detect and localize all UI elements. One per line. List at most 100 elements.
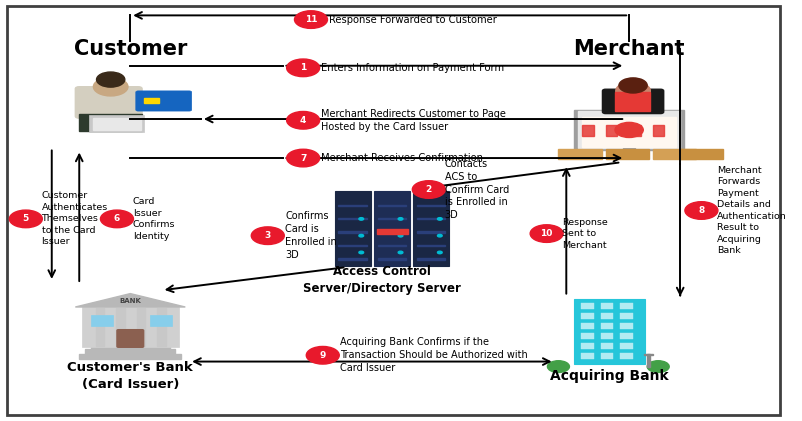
FancyBboxPatch shape (136, 308, 145, 346)
Circle shape (286, 149, 320, 167)
Text: Acquiring Bank: Acquiring Bank (550, 369, 669, 383)
FancyBboxPatch shape (621, 323, 633, 329)
Circle shape (412, 181, 445, 198)
Polygon shape (75, 293, 185, 307)
Text: Contacts
ACS to
Confirm Card
is Enrolled in
3D: Contacts ACS to Confirm Card is Enrolled… (444, 159, 508, 220)
Circle shape (359, 251, 363, 254)
Text: 3: 3 (265, 231, 271, 240)
FancyBboxPatch shape (338, 232, 367, 233)
FancyBboxPatch shape (79, 354, 181, 360)
FancyBboxPatch shape (417, 258, 445, 260)
Text: Merchant
Forwards
Payment
Details and
Authentication
Result to
Acquiring
Bank: Merchant Forwards Payment Details and Au… (717, 166, 787, 255)
FancyBboxPatch shape (338, 218, 367, 219)
FancyBboxPatch shape (623, 147, 635, 156)
FancyBboxPatch shape (601, 333, 614, 339)
Circle shape (437, 218, 442, 220)
FancyBboxPatch shape (574, 110, 684, 149)
FancyBboxPatch shape (79, 114, 142, 131)
FancyBboxPatch shape (582, 117, 676, 147)
FancyBboxPatch shape (117, 330, 144, 347)
Circle shape (359, 234, 363, 237)
FancyBboxPatch shape (629, 125, 641, 136)
Circle shape (100, 210, 133, 228)
FancyBboxPatch shape (601, 303, 614, 309)
FancyBboxPatch shape (413, 191, 449, 266)
Circle shape (685, 202, 718, 219)
FancyBboxPatch shape (157, 308, 166, 346)
Circle shape (615, 123, 643, 138)
FancyBboxPatch shape (581, 323, 593, 329)
FancyBboxPatch shape (90, 115, 144, 132)
FancyBboxPatch shape (75, 87, 142, 118)
FancyBboxPatch shape (417, 218, 445, 219)
FancyBboxPatch shape (417, 205, 445, 206)
Circle shape (93, 77, 128, 96)
FancyBboxPatch shape (377, 229, 408, 234)
FancyBboxPatch shape (338, 245, 367, 246)
FancyBboxPatch shape (334, 191, 371, 266)
Text: Customer: Customer (74, 39, 187, 59)
Text: Card
Issuer
Confirms
Identity: Card Issuer Confirms Identity (132, 197, 175, 240)
FancyBboxPatch shape (136, 91, 192, 111)
Text: Customer
Authenticates
Themselves
to the Card
Issuer: Customer Authenticates Themselves to the… (42, 192, 107, 246)
Text: Access Control
Server/Directory Server: Access Control Server/Directory Server (302, 265, 460, 295)
Text: 5: 5 (22, 214, 29, 224)
Circle shape (437, 251, 442, 254)
Circle shape (10, 210, 43, 228)
FancyBboxPatch shape (417, 245, 445, 246)
FancyBboxPatch shape (621, 333, 633, 339)
Circle shape (398, 251, 403, 254)
Circle shape (359, 218, 363, 220)
FancyBboxPatch shape (581, 303, 593, 309)
FancyBboxPatch shape (621, 353, 633, 360)
Text: 11: 11 (305, 15, 318, 24)
Circle shape (96, 72, 125, 87)
FancyBboxPatch shape (581, 343, 593, 349)
FancyBboxPatch shape (574, 298, 645, 364)
Text: 6: 6 (114, 214, 120, 224)
FancyBboxPatch shape (558, 149, 602, 159)
Text: Response
Sent to
Merchant: Response Sent to Merchant (562, 218, 608, 250)
Circle shape (286, 59, 320, 77)
FancyBboxPatch shape (606, 149, 649, 159)
FancyBboxPatch shape (144, 98, 159, 103)
FancyBboxPatch shape (601, 323, 614, 329)
Text: Merchant Redirects Customer to Page
Hosted by the Card Issuer: Merchant Redirects Customer to Page Host… (322, 109, 506, 132)
Text: 9: 9 (319, 351, 326, 360)
FancyBboxPatch shape (116, 308, 125, 346)
FancyBboxPatch shape (378, 205, 406, 206)
FancyBboxPatch shape (150, 315, 172, 326)
FancyBboxPatch shape (621, 313, 633, 319)
FancyBboxPatch shape (621, 303, 633, 309)
Circle shape (619, 78, 647, 93)
Text: Customer's Bank
(Card Issuer): Customer's Bank (Card Issuer) (67, 361, 193, 391)
FancyBboxPatch shape (644, 354, 653, 355)
Text: Acquiring Bank Confirms if the
Transaction Should be Authorized with
Card Issuer: Acquiring Bank Confirms if the Transacti… (340, 338, 528, 373)
FancyBboxPatch shape (602, 89, 664, 114)
FancyBboxPatch shape (578, 112, 680, 148)
FancyBboxPatch shape (378, 245, 406, 246)
Circle shape (530, 225, 563, 242)
Text: 8: 8 (699, 206, 704, 215)
Text: Enters Information on Payment Form: Enters Information on Payment Form (322, 63, 504, 73)
Text: 10: 10 (541, 229, 553, 238)
FancyBboxPatch shape (338, 258, 367, 260)
FancyBboxPatch shape (338, 205, 367, 206)
FancyBboxPatch shape (378, 218, 406, 219)
FancyBboxPatch shape (680, 149, 723, 159)
FancyBboxPatch shape (601, 343, 614, 349)
FancyBboxPatch shape (91, 344, 169, 349)
FancyBboxPatch shape (582, 125, 593, 136)
Text: Merchant: Merchant (573, 39, 685, 59)
Circle shape (398, 234, 403, 237)
FancyBboxPatch shape (601, 313, 614, 319)
FancyBboxPatch shape (647, 354, 650, 367)
Text: 4: 4 (300, 116, 306, 125)
FancyBboxPatch shape (7, 6, 780, 415)
FancyBboxPatch shape (378, 232, 406, 233)
FancyBboxPatch shape (581, 313, 593, 319)
Text: Confirms
Card is
Enrolled in
3D: Confirms Card is Enrolled in 3D (285, 211, 337, 260)
FancyBboxPatch shape (82, 307, 179, 347)
FancyBboxPatch shape (417, 232, 445, 233)
FancyBboxPatch shape (615, 92, 650, 111)
